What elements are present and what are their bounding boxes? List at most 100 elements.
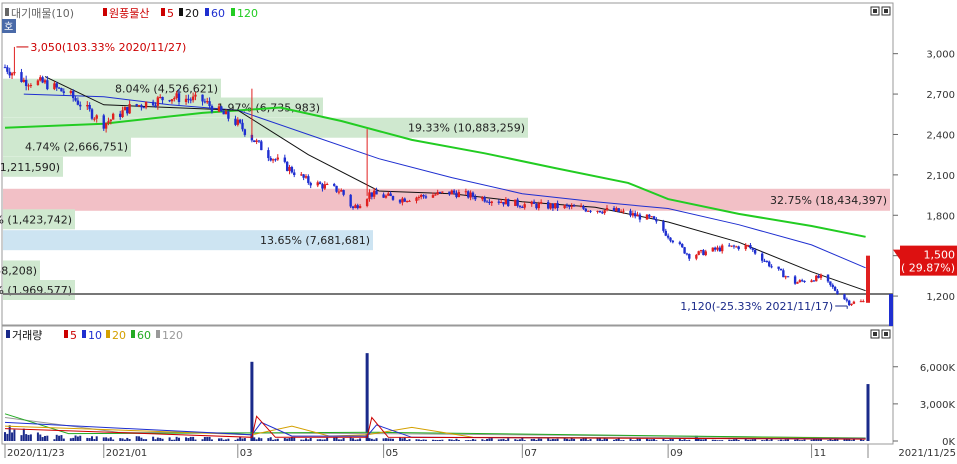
volume-spike-bar — [866, 384, 870, 441]
candle-body — [370, 192, 374, 197]
candle-body — [490, 201, 493, 204]
volume-bar — [615, 439, 618, 441]
candle-body — [683, 247, 686, 254]
volume-bar — [20, 435, 23, 441]
volume-bar — [803, 439, 806, 441]
volume-bar — [533, 438, 536, 441]
window-badge-text: 호 — [4, 21, 13, 33]
volume-profile-bar — [3, 156, 63, 177]
volume-bar — [620, 440, 623, 441]
volume-bar — [119, 438, 122, 441]
volume-bar — [105, 437, 108, 441]
candle-body — [728, 245, 731, 247]
candle-body — [128, 104, 131, 114]
volume-bar — [596, 438, 599, 441]
vol-legend-ma10: 10 — [88, 329, 102, 342]
volume-bar — [203, 437, 206, 441]
candle-body — [243, 129, 247, 135]
legend-ma5: 5 — [167, 7, 174, 20]
candle-body — [194, 94, 197, 97]
candle-body — [316, 182, 319, 186]
volume-bar — [516, 439, 519, 441]
low-annotation: 1,120(-25.33% 2021/11/17) — [680, 300, 833, 313]
price-panel-maximize-button[interactable] — [870, 6, 880, 16]
vol-legend-volume: 거래량 — [12, 329, 42, 342]
volume-bar — [848, 438, 851, 441]
volume-bar — [768, 440, 771, 441]
volume-bar — [605, 438, 608, 441]
volume-bar — [450, 439, 453, 441]
volume-bar — [227, 438, 230, 441]
candle-body — [107, 121, 110, 123]
candle-body — [850, 303, 853, 306]
candle-body — [391, 196, 395, 200]
volume-bar — [584, 438, 587, 441]
candle-body — [730, 245, 733, 247]
volume-ma5-line — [4, 415, 866, 440]
volume-bar — [112, 439, 115, 441]
volume-panel-maximize-button[interactable] — [870, 329, 880, 339]
candle-body — [288, 166, 291, 171]
candle-body — [398, 199, 402, 203]
volume-bar — [497, 439, 500, 441]
volume-bar — [782, 440, 785, 441]
volume-profile-bar — [3, 188, 890, 211]
volume-bar — [631, 440, 634, 441]
candle-body — [579, 206, 583, 208]
volume-bar — [457, 439, 460, 441]
volume-y-tick-label: 3,000K — [920, 400, 956, 411]
legend-ma120: 120 — [237, 7, 258, 20]
candle-body — [349, 194, 352, 207]
volume-bar — [267, 438, 270, 441]
candle-body — [36, 80, 40, 86]
volume-bar — [448, 439, 451, 441]
volume-bar — [356, 439, 359, 441]
candle-body — [598, 210, 602, 213]
candle-body — [645, 214, 649, 220]
volume-bar — [490, 438, 493, 441]
volume-bar — [307, 439, 310, 441]
candle-body — [269, 158, 272, 161]
volume-panel-close-button[interactable] — [881, 329, 891, 339]
candle-body — [10, 73, 14, 76]
candle-body — [671, 240, 675, 243]
candle-body — [29, 85, 33, 87]
volume-bar — [420, 439, 423, 441]
candle-body — [721, 245, 724, 252]
candle-body — [69, 91, 73, 93]
volume-bar — [62, 438, 65, 441]
candle-body — [666, 235, 670, 238]
price-panel-close-button[interactable] — [881, 6, 891, 16]
candle-body — [563, 205, 566, 209]
volume-profile-bar — [3, 209, 75, 230]
candle-body — [648, 214, 651, 217]
volume-bar — [749, 439, 752, 441]
candle-body — [831, 284, 834, 287]
volume-bar — [316, 439, 319, 441]
volume-bar — [667, 440, 670, 441]
candle-body — [530, 201, 533, 205]
volume-profile-label: 32.75% (18,434,397) — [770, 194, 887, 207]
volume-bar — [60, 435, 63, 441]
vol-legend-ma20: 20 — [112, 329, 126, 342]
volume-bar — [8, 425, 11, 441]
candle-body — [572, 205, 576, 207]
candle-body — [387, 193, 390, 196]
x-tick-label: 07 — [524, 448, 537, 459]
price-y-tick-label: 2,700 — [926, 90, 955, 101]
window-badge-bg[interactable] — [2, 19, 16, 33]
volume-bar — [845, 439, 848, 441]
candle-body — [532, 201, 536, 204]
candle-body — [836, 290, 839, 295]
volume-bar — [95, 436, 98, 441]
candle-body — [95, 115, 98, 119]
candle-body — [779, 268, 783, 271]
volume-bar — [349, 437, 352, 441]
volume-bar — [25, 434, 28, 441]
volume-bar — [453, 440, 456, 441]
candle-body — [702, 250, 705, 256]
volume-bar — [535, 439, 538, 441]
price-panel-frame — [1, 2, 894, 326]
volume-bar — [502, 438, 505, 441]
volume-profile-label: 8.04% (4,526,621) — [115, 83, 218, 96]
